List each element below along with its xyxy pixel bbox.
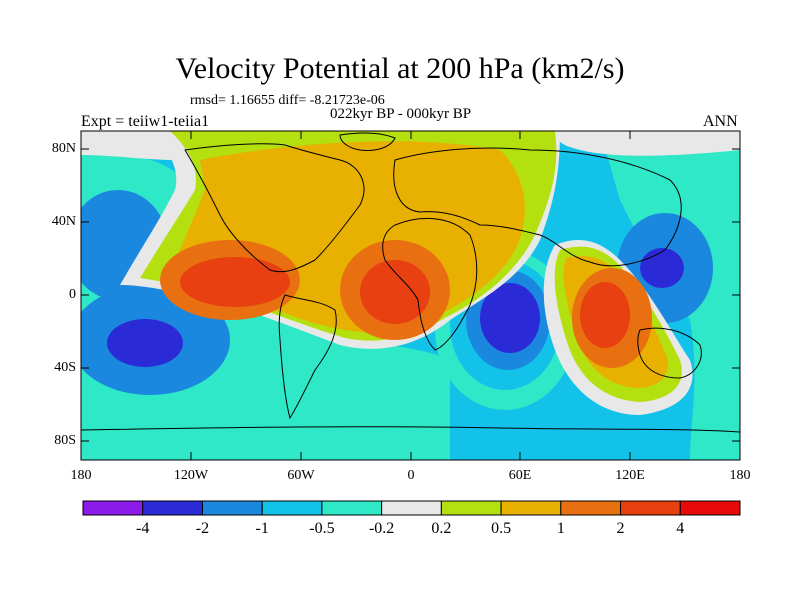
colorbar-level-label: -2 <box>195 520 210 537</box>
x-tick-label: 180 <box>729 468 751 483</box>
coast-greenland <box>339 132 396 151</box>
colorbar-box <box>679 500 741 516</box>
colorbar-box <box>82 500 144 516</box>
colorbar-box <box>560 500 622 516</box>
experiment-label: Expt = teiiw1-teiia1 <box>81 113 210 130</box>
y-tick-label: 40N <box>51 214 76 229</box>
field-neg-strong-io <box>480 283 540 353</box>
field-pos-strong-east <box>580 282 630 348</box>
field-neg-vweak-east <box>600 131 740 460</box>
coast-antarctica <box>81 426 740 433</box>
colorbar-level-label: 0.5 <box>491 520 512 537</box>
colorbar-level-label: 0.2 <box>431 520 452 537</box>
colorbar-box <box>381 500 442 516</box>
x-tick-label: 60E <box>508 468 532 483</box>
x-tick-label: 0 <box>407 468 415 483</box>
coast-africa <box>382 217 478 351</box>
season-label: ANN <box>703 113 738 130</box>
field-neutral-arctic <box>81 131 740 156</box>
field-neg-strong-wpac <box>640 248 684 288</box>
coast-eurasia <box>393 147 682 267</box>
x-tick-label: 120W <box>173 468 209 483</box>
period-text: 022kyr BP - 000kyr BP <box>330 106 472 122</box>
x-tick-label: 60W <box>287 468 315 483</box>
colorbar-level-label: -4 <box>136 520 150 537</box>
coast-australia <box>637 327 702 379</box>
colorbar <box>82 500 741 516</box>
colorbar-box <box>440 500 502 516</box>
stats-text: rmsd= 1.16655 diff= -8.21723e-06 <box>190 93 385 108</box>
coastlines <box>81 132 740 433</box>
colorbar-level-label: -0.5 <box>309 520 335 537</box>
x-tick-label: 120E <box>615 468 645 483</box>
colorbar-box <box>321 500 383 516</box>
colorbar-box <box>261 500 323 516</box>
plot-title: Velocity Potential at 200 hPa (km2/s) <box>175 52 625 85</box>
y-tick-marks <box>81 148 740 442</box>
field-pos-strong-africa <box>360 260 430 324</box>
coast-south-america <box>278 294 337 420</box>
field-pos-strong-america <box>180 257 290 307</box>
colorbar-level-label: -1 <box>255 520 269 537</box>
colorbar-level-label: 2 <box>616 520 625 537</box>
colorbar-level-label: 1 <box>556 520 565 537</box>
y-tick-label: 80S <box>54 433 76 448</box>
colorbar-level-label: 4 <box>676 520 685 537</box>
y-tick-label: 80N <box>51 141 76 156</box>
contour-fill <box>81 131 740 460</box>
colorbar-level-label: -0.2 <box>368 520 395 537</box>
colorbar-box <box>620 500 681 516</box>
x-tick-label: 180 <box>70 468 92 483</box>
colorbar-box <box>500 500 562 516</box>
colorbar-box <box>142 500 203 516</box>
y-tick-label: 40S <box>54 360 76 375</box>
field-neg-strong-spac <box>107 319 183 367</box>
colorbar-box <box>201 500 263 516</box>
coast-north-america <box>184 143 365 273</box>
x-tick-marks <box>80 131 741 460</box>
field-neutral-arctic-west <box>81 131 177 160</box>
y-tick-label: 0 <box>69 287 76 302</box>
